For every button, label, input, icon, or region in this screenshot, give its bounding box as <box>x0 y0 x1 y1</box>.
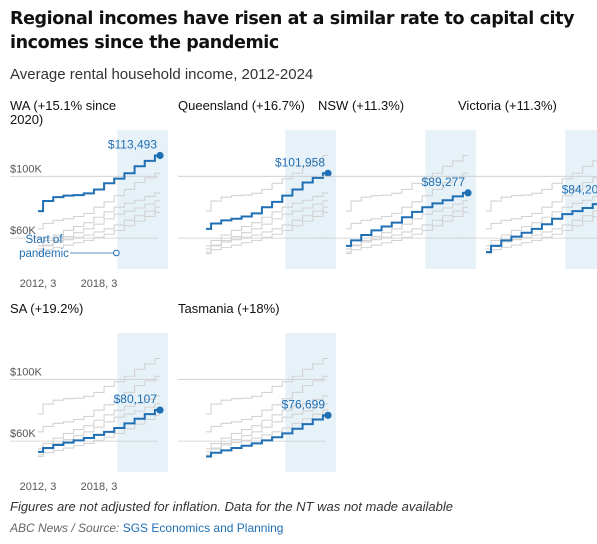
series-line-victoria <box>206 200 328 253</box>
series-line-nsw <box>206 192 328 247</box>
series-line-queensland <box>486 177 597 230</box>
series-line-tasmania <box>346 211 468 255</box>
series-line-sa <box>206 206 328 250</box>
end-value-label: $76,699 <box>282 397 326 411</box>
highlight-series-line <box>206 414 328 458</box>
end-point-marker <box>324 411 332 419</box>
chart-subtitle: Average rental household income, 2012-20… <box>10 66 314 83</box>
series-line-tasmania <box>486 215 597 255</box>
end-value-label: $113,493 <box>108 137 157 151</box>
series-line-nsw <box>206 395 328 450</box>
chart-panel-queensland: $101,958 Queensland (+16.7%) <box>178 98 336 269</box>
source-link[interactable]: SGS Economics and Planning <box>122 521 284 535</box>
chart-title: Regional incomes have risen at a similar… <box>10 9 575 53</box>
annotation-label: Start of <box>25 234 63 246</box>
pandemic-band <box>565 130 597 269</box>
footnote: Figures are not adjusted for inflation. … <box>10 499 453 514</box>
x-tick-label: 2018, 3 <box>81 481 118 493</box>
end-point-marker <box>156 406 164 414</box>
x-tick-label: 2012, 3 <box>20 278 57 290</box>
x-tick-label: 2012, 3 <box>20 481 57 493</box>
series-line-wa <box>346 154 468 212</box>
pandemic-band <box>285 333 336 472</box>
panel-title: WA (+15.1% since <box>10 98 116 113</box>
series-line-wa <box>206 357 328 415</box>
chart-panel-nsw: $89,277 NSW (+11.3%) <box>318 98 476 269</box>
annotation-label: pandemic <box>19 248 69 260</box>
series-line-sa <box>206 409 328 453</box>
y-tick-label: $100K <box>10 366 42 378</box>
chart-panel-sa: $80,107 SA (+19.2%) $100K $60K 2012, 3 2018, … <box>10 301 168 493</box>
panel-title: Queensland (+16.7%) <box>178 98 305 113</box>
highlight-series-line <box>346 191 468 247</box>
series-line-sa <box>38 206 160 250</box>
y-tick-label: $100K <box>10 163 42 175</box>
highlight-series-line <box>38 409 160 453</box>
series-line-tasmania <box>38 211 160 255</box>
end-point-marker <box>324 169 332 177</box>
chart-panel-tasmania: $76,699 Tasmania (+18%) <box>178 301 336 472</box>
source-prefix: ABC News / Source: <box>10 521 123 535</box>
series-line-tasmania <box>38 414 160 458</box>
series-line-nsw <box>38 192 160 247</box>
highlight-series-line <box>38 154 160 213</box>
series-line-nsw <box>38 395 160 450</box>
series-line-victoria <box>38 200 160 253</box>
series-line-queensland <box>38 172 160 230</box>
highlight-series-line <box>206 172 328 230</box>
panel-title: Tasmania (+18%) <box>178 301 280 316</box>
end-value-label: $84,203 <box>562 183 597 197</box>
panel-title: SA (+19.2%) <box>10 301 83 316</box>
end-value-label: $89,277 <box>422 175 466 189</box>
panel-title: Victoria (+11.3%) <box>458 98 557 113</box>
annotation-marker <box>113 249 120 257</box>
panel-title: 2020) <box>10 112 43 127</box>
source-line: ABC News / Source: SGS Economics and Pla… <box>10 521 283 535</box>
highlight-series-line <box>486 203 597 254</box>
series-line-queensland <box>38 375 160 433</box>
series-line-tasmania <box>206 211 328 255</box>
pandemic-band <box>117 333 168 472</box>
chart-panel-victoria: $84,203 Victoria (+11.3%) <box>458 98 597 269</box>
series-line-victoria <box>38 403 160 456</box>
series-line-nsw <box>486 195 597 247</box>
end-point-marker <box>464 189 472 197</box>
series-line-queensland <box>346 172 468 230</box>
end-value-label: $101,958 <box>275 155 325 169</box>
pandemic-band <box>285 130 336 269</box>
y-tick-label: $60K <box>10 428 36 440</box>
series-line-wa <box>206 154 328 212</box>
end-point-marker <box>156 151 164 160</box>
series-line-wa <box>38 357 160 415</box>
series-line-victoria <box>206 403 328 456</box>
series-line-victoria <box>346 200 468 253</box>
series-line-sa <box>486 210 597 250</box>
series-line-wa <box>486 160 597 212</box>
y-tick-label: $60K <box>10 225 36 237</box>
end-value-label: $80,107 <box>114 392 158 406</box>
series-line-queensland <box>206 375 328 433</box>
x-tick-label: 2018, 3 <box>81 278 118 290</box>
panel-title: NSW (+11.3%) <box>318 98 404 113</box>
series-line-sa <box>346 206 468 250</box>
